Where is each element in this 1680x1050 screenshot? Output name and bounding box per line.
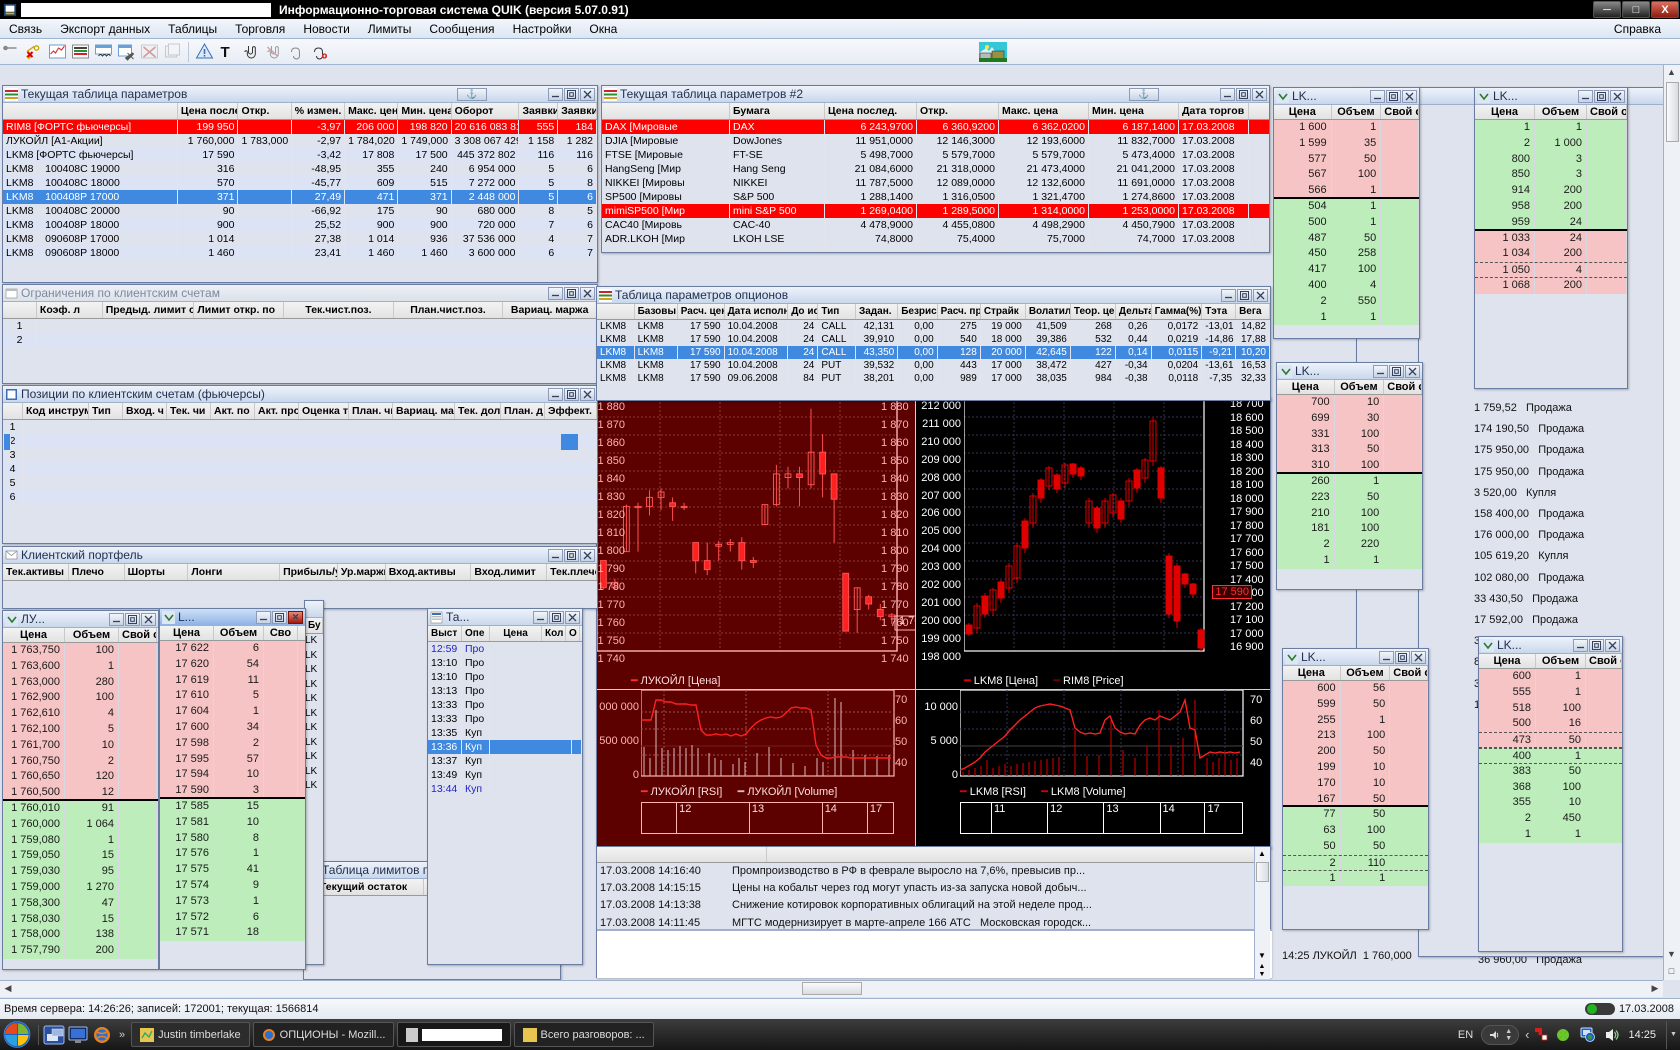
- svg-text:T: T: [221, 44, 230, 61]
